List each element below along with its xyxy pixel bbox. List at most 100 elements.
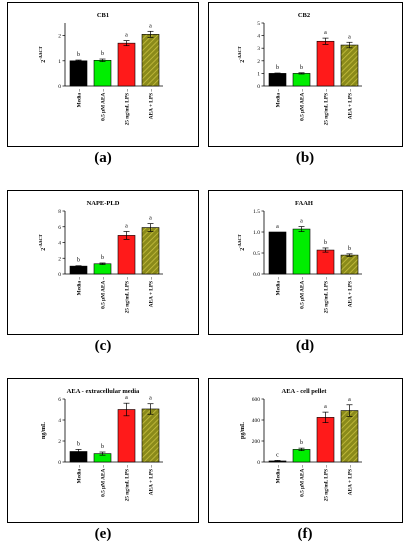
panel-c-box xyxy=(7,190,199,335)
panel-letter-f: (f) xyxy=(297,526,313,542)
panel-e-xtick-label-3: AEA + LPS – xyxy=(149,465,155,496)
panel-e-ytick-label-2: 4 xyxy=(58,418,61,424)
panel-b-xtick-label-0: Media – xyxy=(276,89,282,108)
panel-b-ytick-label-2: 2 xyxy=(257,59,260,65)
panel-d-bar-1 xyxy=(292,228,311,275)
panel-f-ylabel: pg/mL xyxy=(240,422,246,439)
panel-d-bar-3 xyxy=(340,254,359,275)
panel-b-ytick-label-4: 4 xyxy=(257,34,260,40)
panel-a-sig-letter-3: a xyxy=(149,23,152,29)
panel-a-xtick-label-1: 0.5 µM AEA – xyxy=(101,89,107,121)
panel-d-xtick-label-1: 0.5 µM AEA – xyxy=(300,277,306,309)
panel-d-ytick-label-1: 0.5 xyxy=(253,251,260,257)
panel-d-xtick-label-0: Media – xyxy=(276,277,282,296)
panel-c-ytick-label-3: 6 xyxy=(58,225,61,231)
panel-d-ylabel: 2-ΔΔCT xyxy=(237,234,246,250)
panel-c-ytick-label-0: 0 xyxy=(58,272,61,278)
panel-a-bar-3 xyxy=(141,34,160,87)
panel-b-title: CB2 xyxy=(298,12,310,19)
panel-letter-d: (d) xyxy=(295,338,315,354)
panel-d-ytick-label-0: 0.0 xyxy=(253,272,260,278)
panel-a-xtick-label-2: 25 ng/mL LPS – xyxy=(125,89,131,126)
panel-f-bar-3 xyxy=(340,410,359,463)
panel-a-ylabel: 2-ΔΔCT xyxy=(38,46,47,62)
panel-c-sig-letter-2: a xyxy=(125,223,128,229)
panel-f-title: AEA - cell pellet xyxy=(282,388,328,395)
panel-f-xtick-label-1: 0.5 µM AEA – xyxy=(300,465,306,497)
panel-d-title: FAAH xyxy=(295,200,313,207)
panel-a-ytick-label-2: 2 xyxy=(58,34,61,40)
panel-f-bar-1 xyxy=(292,449,311,463)
panel-e-title: AEA - extracellular media xyxy=(67,388,140,395)
panel-e-ytick-label-3: 6 xyxy=(58,397,61,403)
panel-b-sig-letter-2: a xyxy=(324,30,327,36)
panel-f-ytick-label-3: 600 xyxy=(252,397,261,403)
panel-e-xtick-label-2: 25 ng/mL LPS – xyxy=(125,465,131,502)
panel-c-ylabel: 2-ΔΔCT xyxy=(38,234,47,250)
panel-c-bar-1 xyxy=(93,263,112,275)
panel-d-xtick-label-3: AEA + LPS – xyxy=(348,277,354,308)
panel-f-sig-letter-2: a xyxy=(324,404,327,410)
panel-b-ylabel: 2-ΔΔCT xyxy=(237,46,246,62)
panel-a-bar-2 xyxy=(117,42,136,87)
panel-b-ytick-label-3: 3 xyxy=(257,46,260,52)
panel-letter-b: (b) xyxy=(295,150,315,166)
panel-f-sig-letter-0: c xyxy=(276,452,279,458)
panel-b-sig-letter-3: a xyxy=(348,34,351,40)
panel-b-sig-letter-1: b xyxy=(300,65,303,71)
panel-letter-e: (e) xyxy=(94,526,112,542)
panel-a-sig-letter-1: b xyxy=(101,51,104,57)
panel-c-sig-letter-1: b xyxy=(101,255,104,261)
panel-d-sig-letter-2: b xyxy=(324,240,327,246)
panel-a-bar-1 xyxy=(93,59,112,87)
panel-c-sig-letter-0: b xyxy=(77,258,80,264)
panel-f-xtick-label-3: AEA + LPS – xyxy=(348,465,354,496)
panel-b-bar-1 xyxy=(292,73,311,87)
panel-b-bar-0 xyxy=(268,73,287,87)
panel-a-title: CB1 xyxy=(97,12,109,19)
panel-c-ytick-label-4: 8 xyxy=(58,209,61,215)
panel-letter-a: (a) xyxy=(94,150,112,166)
panel-e-sig-letter-1: b xyxy=(101,444,104,450)
panel-e-sig-letter-2: a xyxy=(125,395,128,401)
panel-d-ytick-label-3: 1.5 xyxy=(253,209,260,215)
panel-a-sig-letter-0: b xyxy=(77,52,80,58)
panel-a-ytick-label-0: 0 xyxy=(58,84,61,90)
panel-e-ytick-label-1: 2 xyxy=(58,439,61,445)
panel-a-sig-letter-2: a xyxy=(125,33,128,39)
panel-f-bar-2 xyxy=(316,417,335,463)
panel-c-title: NAPE-PLD xyxy=(87,200,120,207)
panel-c-ytick-label-1: 2 xyxy=(58,256,61,262)
panel-b-ytick-label-0: 0 xyxy=(257,84,260,90)
panel-c-xtick-label-3: AEA + LPS – xyxy=(149,277,155,308)
panel-f-sig-letter-3: a xyxy=(348,397,351,403)
panel-c-bar-2 xyxy=(117,235,136,275)
panel-b-bar-3 xyxy=(340,44,359,87)
panel-d-xtick-label-2: 25 ng/mL LPS – xyxy=(324,277,330,314)
panel-d-bar-2 xyxy=(316,249,335,275)
panel-c-xtick-label-0: Media – xyxy=(77,277,83,296)
panel-e-ytick-label-0: 0 xyxy=(58,460,61,466)
panel-f-ytick-label-1: 200 xyxy=(252,439,261,445)
panel-f-ytick-label-2: 400 xyxy=(252,418,261,424)
panel-a-bar-0 xyxy=(69,60,88,87)
panel-d-sig-letter-1: a xyxy=(300,219,303,225)
panel-f-xtick-label-0: Media – xyxy=(276,465,282,484)
panel-d-sig-letter-0: a xyxy=(276,224,279,230)
panel-c-bar-0 xyxy=(69,265,88,275)
panel-e-box xyxy=(7,378,199,523)
panel-c-xtick-label-1: 0.5 µM AEA – xyxy=(101,277,107,309)
panel-e-xtick-label-1: 0.5 µM AEA – xyxy=(101,465,107,497)
panel-e-sig-letter-3: a xyxy=(149,396,152,402)
panel-b-ytick-label-1: 1 xyxy=(257,71,260,77)
panel-e-ylabel: ng/mL xyxy=(41,422,47,439)
panel-letter-c: (c) xyxy=(94,338,112,354)
panel-b-sig-letter-0: b xyxy=(276,65,279,71)
panel-d-bar-0 xyxy=(268,231,287,275)
panel-a-ytick-label-1: 1 xyxy=(58,59,61,65)
panel-a-xtick-label-3: AEA + LPS – xyxy=(149,89,155,120)
panel-f-xtick-label-2: 25 ng/mL LPS – xyxy=(324,465,330,502)
panel-f-sig-letter-1: b xyxy=(300,440,303,446)
panel-a-xtick-label-0: Media – xyxy=(77,89,83,108)
panel-b-ytick-label-5: 5 xyxy=(257,21,260,27)
